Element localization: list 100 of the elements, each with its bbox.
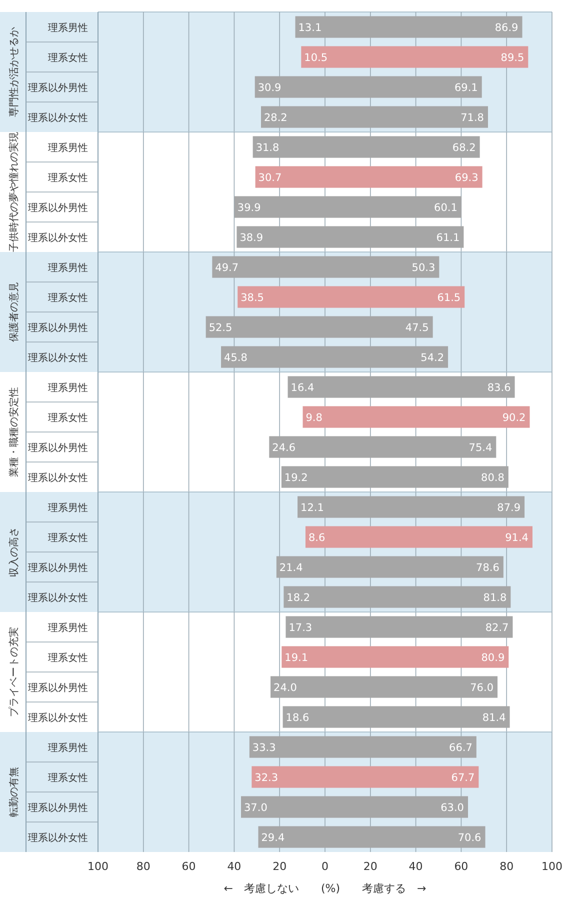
y-tick-label: 理系以外女性 bbox=[28, 832, 88, 844]
data-label: 24.6 bbox=[272, 442, 296, 454]
data-label: 39.9 bbox=[237, 202, 261, 214]
y-tick-label: 理系男性 bbox=[48, 142, 88, 154]
data-label: 80.9 bbox=[481, 652, 505, 664]
y-axis-title: 保護者の意見 bbox=[8, 282, 20, 342]
y-tick-label: 理系以外女性 bbox=[28, 712, 88, 724]
y-tick-label: 理系女性 bbox=[48, 532, 88, 544]
y-axis-title: 専門性が活かせるか bbox=[8, 27, 20, 117]
y-tick-label: 理系以外男性 bbox=[28, 322, 88, 334]
y-tick-label: 理系以外女性 bbox=[28, 352, 88, 364]
data-label: 18.6 bbox=[286, 712, 310, 724]
data-label: 38.5 bbox=[240, 292, 264, 304]
data-label: 29.4 bbox=[261, 832, 285, 844]
data-label: 66.7 bbox=[449, 742, 472, 754]
y-tick-label: 理系女性 bbox=[48, 772, 88, 784]
y-tick-label: 理系男性 bbox=[48, 382, 88, 394]
data-label: 87.9 bbox=[497, 502, 521, 514]
data-label: 49.7 bbox=[215, 262, 239, 274]
x-tick-label: 100 bbox=[88, 860, 108, 873]
data-label: 54.2 bbox=[420, 352, 444, 364]
data-label: 33.3 bbox=[252, 742, 276, 754]
data-label: 61.5 bbox=[437, 292, 461, 304]
y-axis-title: 子供時代の夢や憧れの実現 bbox=[8, 132, 20, 252]
data-label: 32.3 bbox=[254, 772, 278, 784]
y-tick-label: 理系以外女性 bbox=[28, 232, 88, 244]
data-label: 82.7 bbox=[485, 622, 509, 634]
data-label: 28.2 bbox=[264, 112, 288, 124]
x-tick-label: 0 bbox=[322, 860, 328, 873]
y-axis-title: 収入の高さ bbox=[8, 527, 20, 577]
data-label: 21.4 bbox=[279, 562, 304, 574]
x-tick-label: 20 bbox=[363, 860, 378, 873]
data-label: 45.8 bbox=[224, 352, 248, 364]
y-tick-label: 理系以外男性 bbox=[28, 202, 88, 214]
data-label: 69.3 bbox=[454, 172, 478, 184]
x-tick-label: 80 bbox=[500, 860, 514, 873]
x-tick-label: 60 bbox=[454, 860, 468, 873]
y-tick-label: 理系男性 bbox=[48, 262, 88, 274]
data-label: 31.8 bbox=[256, 142, 280, 154]
data-label: 60.1 bbox=[434, 202, 458, 214]
data-label: 30.7 bbox=[258, 172, 282, 184]
y-tick-label: 理系以外男性 bbox=[28, 82, 88, 94]
data-label: 47.5 bbox=[405, 322, 429, 334]
data-label: 52.5 bbox=[208, 322, 232, 334]
data-label: 30.9 bbox=[258, 82, 282, 94]
data-label: 50.3 bbox=[412, 262, 436, 274]
data-label: 67.7 bbox=[451, 772, 475, 784]
data-label: 91.4 bbox=[505, 532, 529, 544]
data-label: 17.3 bbox=[288, 622, 312, 634]
data-label: 81.8 bbox=[483, 592, 507, 604]
data-label: 90.2 bbox=[502, 412, 526, 424]
data-label: 19.1 bbox=[284, 652, 308, 664]
data-label: 83.6 bbox=[487, 382, 512, 394]
x-axis-title: ← 考慮しない (%) 考慮する → bbox=[224, 882, 426, 895]
data-label: 68.2 bbox=[452, 142, 476, 154]
x-tick-label: 40 bbox=[227, 860, 242, 873]
data-label: 12.1 bbox=[300, 502, 324, 514]
y-tick-label: 理系男性 bbox=[48, 502, 88, 514]
data-label: 63.0 bbox=[440, 802, 464, 814]
y-axis-title: 転勤の有無 bbox=[8, 767, 20, 817]
y-tick-label: 理系以外女性 bbox=[28, 472, 88, 484]
y-tick-label: 理系以外男性 bbox=[28, 682, 88, 694]
x-tick-label: 40 bbox=[408, 860, 423, 873]
y-tick-label: 理系以外女性 bbox=[28, 112, 88, 124]
data-label: 86.9 bbox=[494, 22, 518, 34]
data-label: 78.6 bbox=[476, 562, 500, 574]
data-label: 9.8 bbox=[306, 412, 322, 424]
y-tick-label: 理系以外男性 bbox=[28, 562, 88, 574]
data-label: 18.2 bbox=[286, 592, 310, 604]
data-label: 10.5 bbox=[304, 52, 328, 64]
y-tick-label: 理系女性 bbox=[48, 652, 88, 664]
y-tick-label: 理系男性 bbox=[48, 742, 88, 754]
data-label: 69.1 bbox=[454, 82, 478, 94]
y-tick-label: 理系以外男性 bbox=[28, 802, 88, 814]
data-label: 89.5 bbox=[500, 52, 524, 64]
x-tick-label: 100 bbox=[542, 860, 562, 873]
x-tick-label: 20 bbox=[272, 860, 287, 873]
y-axis-title: プライベートの充実 bbox=[8, 627, 20, 717]
y-tick-label: 理系男性 bbox=[48, 622, 88, 634]
data-label: 70.6 bbox=[458, 832, 482, 844]
data-label: 71.8 bbox=[460, 112, 484, 124]
data-label: 16.4 bbox=[290, 382, 314, 394]
x-tick-label: 60 bbox=[182, 860, 196, 873]
data-label: 81.4 bbox=[482, 712, 506, 724]
y-tick-label: 理系女性 bbox=[48, 292, 88, 304]
data-label: 80.8 bbox=[481, 472, 504, 484]
x-tick-label: 80 bbox=[136, 860, 150, 873]
data-label: 13.1 bbox=[298, 22, 322, 34]
data-label: 19.2 bbox=[284, 472, 308, 484]
y-tick-label: 理系男性 bbox=[48, 22, 88, 34]
y-tick-label: 理系女性 bbox=[48, 172, 88, 184]
data-label: 61.1 bbox=[436, 232, 460, 244]
y-axis-title: 業種・職種の安定性 bbox=[8, 387, 20, 477]
data-label: 75.4 bbox=[468, 442, 492, 454]
y-tick-label: 理系女性 bbox=[48, 412, 88, 424]
y-tick-label: 理系以外女性 bbox=[28, 592, 88, 604]
data-label: 24.0 bbox=[274, 682, 297, 694]
data-label: 38.9 bbox=[240, 232, 264, 244]
y-tick-label: 理系女性 bbox=[48, 52, 88, 64]
y-tick-label: 理系以外男性 bbox=[28, 442, 88, 454]
